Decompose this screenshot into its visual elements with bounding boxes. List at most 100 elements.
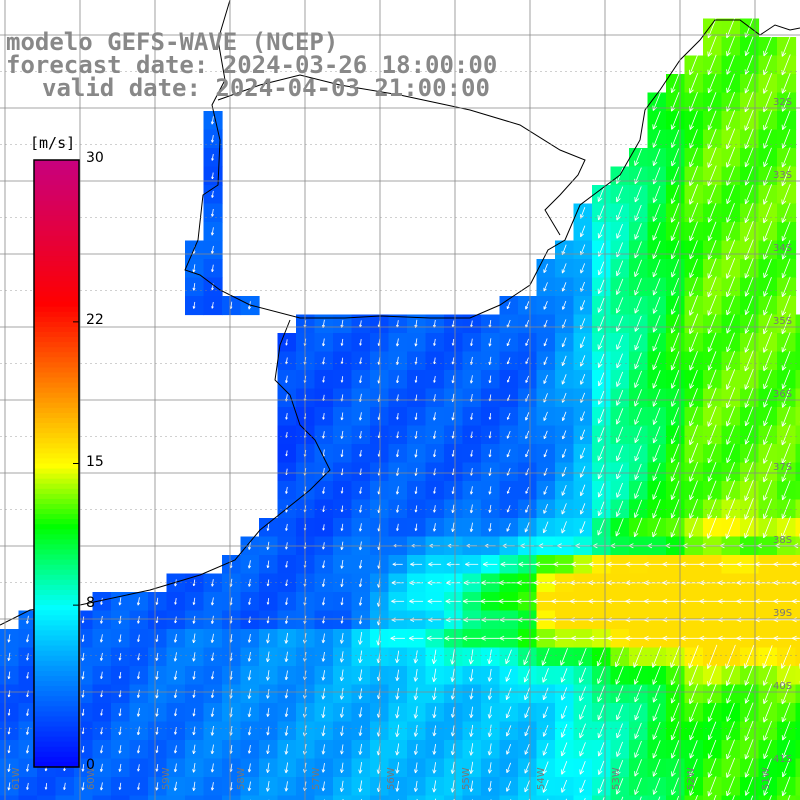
wind-cell [721, 795, 741, 800]
wind-arrow-head [653, 717, 658, 722]
wind-arrow [689, 184, 699, 205]
wind-cell [351, 795, 371, 800]
wind-arrow-head [745, 791, 750, 796]
wind-arrow-head [432, 695, 435, 701]
wind-arrow [781, 313, 791, 335]
wind-arrow [211, 671, 214, 680]
wind-arrow-head [763, 52, 768, 57]
wind-arrow-head [230, 769, 233, 773]
wind-arrow-head [359, 602, 363, 606]
wind-arrow [726, 184, 735, 204]
wind-arrow [359, 468, 362, 475]
wind-arrow-head [481, 635, 486, 639]
wind-arrow-head [322, 491, 325, 494]
wind-arrow-head [193, 732, 196, 736]
wind-arrow-head [358, 658, 361, 664]
wind-arrow [744, 479, 754, 501]
wind-arrow-head [643, 635, 649, 639]
wind-arrow-head [763, 664, 768, 669]
wind-arrow-head [616, 198, 621, 203]
wind-arrow-head [562, 344, 566, 348]
wind-arrow-head [653, 735, 658, 740]
wind-arrow-head [616, 457, 621, 462]
wind-arrow-head [689, 71, 694, 76]
wind-arrow-head [518, 563, 524, 567]
wind-arrow-head [708, 348, 713, 353]
wind-arrow-head [745, 70, 750, 75]
wind-arrow [671, 332, 680, 352]
wind-arrow-head [671, 477, 676, 482]
wind-arrow [525, 338, 529, 346]
wind-arrow [433, 780, 437, 793]
wind-arrow [211, 633, 214, 643]
wind-arrow [781, 294, 791, 316]
wind-arrow-head [763, 496, 768, 501]
wind-arrow [652, 721, 661, 740]
wind-arrow-head [100, 639, 104, 643]
wind-arrow-head [708, 366, 713, 371]
wind-arrow-head [757, 543, 762, 547]
wind-arrow-head [470, 417, 473, 420]
wind-arrow-head [482, 563, 488, 567]
wind-arrow-head [598, 252, 603, 257]
wind-arrow-head [322, 732, 326, 737]
wind-arrow [524, 687, 530, 700]
wind-arrow-head [433, 361, 436, 365]
wind-arrow-head [429, 543, 433, 547]
wind-arrow [744, 350, 754, 372]
wind-arrow [285, 523, 288, 531]
wind-arrow-head [652, 125, 658, 130]
wind-arrow [744, 368, 754, 390]
wind-arrow-head [625, 600, 631, 604]
wind-arrow-head [193, 658, 196, 662]
wind-arrow [653, 148, 661, 166]
wind-arrow [763, 129, 772, 149]
wind-arrow-head [230, 676, 233, 680]
wind-arrow [8, 652, 11, 661]
wind-arrow-head [415, 769, 418, 774]
wind-arrow [689, 240, 698, 260]
wind-arrow-head [597, 698, 603, 702]
wind-arrow [285, 781, 288, 792]
wind-arrow [248, 560, 251, 569]
colorbar-segment [34, 220, 79, 227]
wind-arrow-head [543, 436, 547, 439]
wind-arrow-head [763, 773, 769, 778]
wind-arrow [470, 522, 473, 532]
wind-arrow [689, 388, 698, 408]
wind-arrow-head [782, 477, 787, 482]
wind-arrow-head [26, 657, 29, 661]
wind-arrow [745, 36, 754, 56]
wind-arrow-head [745, 699, 750, 704]
wind-arrow [598, 409, 605, 424]
wind-arrow [230, 744, 233, 754]
wind-arrow [671, 148, 680, 167]
wind-arrow-head [211, 658, 215, 662]
wind-arrow [744, 332, 754, 353]
wind-arrow-head [791, 619, 797, 623]
wind-arrow [359, 449, 362, 457]
wind-arrow-head [634, 790, 639, 795]
wind-arrow-head [782, 515, 787, 519]
colorbar-segment [34, 205, 79, 212]
wind-arrow-head [470, 659, 474, 665]
wind-arrow-head [708, 773, 713, 778]
wind-arrow [211, 725, 214, 736]
wind-arrow-head [341, 417, 344, 421]
wind-arrow [396, 467, 399, 476]
wind-arrow-head [689, 754, 695, 759]
wind-arrow-head [462, 600, 468, 604]
wind-arrow-head [174, 769, 178, 773]
wind-arrow-head [248, 584, 252, 587]
wind-arrow [359, 615, 362, 625]
wind-arrow-head [156, 769, 159, 772]
wind-arrow [763, 720, 772, 741]
wind-arrow [156, 745, 159, 753]
wind-arrow-head [580, 270, 584, 274]
wind-arrow-head [452, 361, 455, 365]
wind-arrow-head [543, 529, 547, 534]
wind-arrow-head [211, 750, 215, 755]
wind-arrow [137, 782, 140, 790]
wind-arrow [414, 669, 418, 682]
wind-arrow-head [671, 329, 676, 334]
